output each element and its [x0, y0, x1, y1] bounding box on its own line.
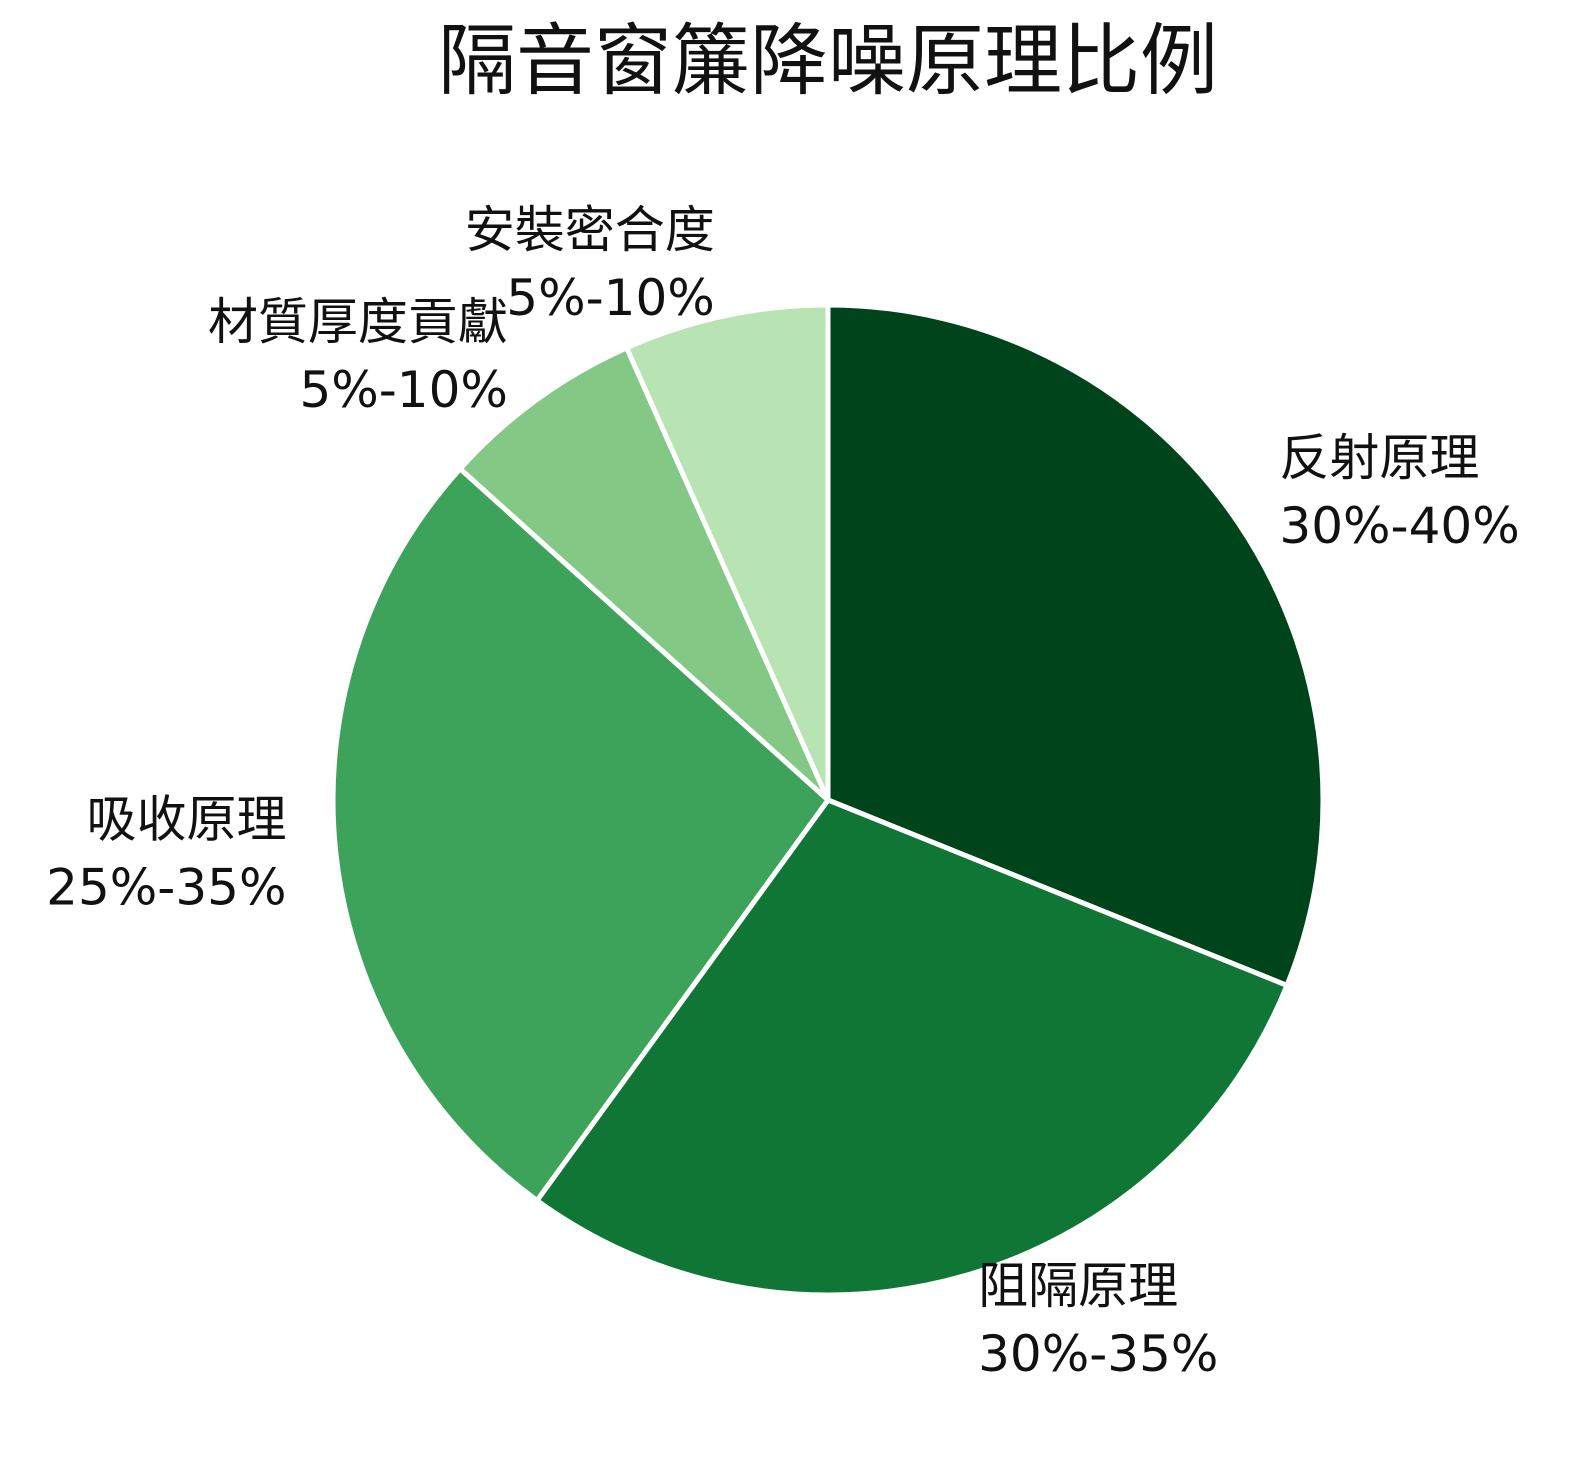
- slice-value-label: 5%-10%: [506, 269, 715, 327]
- pie-slice: [457, 345, 831, 803]
- slice-label: 安裝密合度: [465, 201, 715, 259]
- slice-label: 吸收原理: [86, 790, 286, 848]
- slice-label: 材質厚度貢獻: [208, 293, 508, 351]
- slice-label: 反射原理: [1279, 429, 1479, 487]
- slice-value-label: 25%-35%: [46, 858, 286, 916]
- slice-value-label: 30%-40%: [1279, 497, 1519, 555]
- chart-title: 隔音窗簾降噪原理比例: [438, 16, 1218, 106]
- pie-slice: [624, 302, 831, 803]
- pie-slice: [534, 797, 1290, 1298]
- pie-slice: [330, 466, 831, 1203]
- pie-slice: [825, 302, 1326, 988]
- slice-value-label: 5%-10%: [299, 361, 508, 419]
- slice-value-label: 30%-35%: [978, 1325, 1218, 1383]
- slice-label: 阻隔原理: [978, 1257, 1178, 1315]
